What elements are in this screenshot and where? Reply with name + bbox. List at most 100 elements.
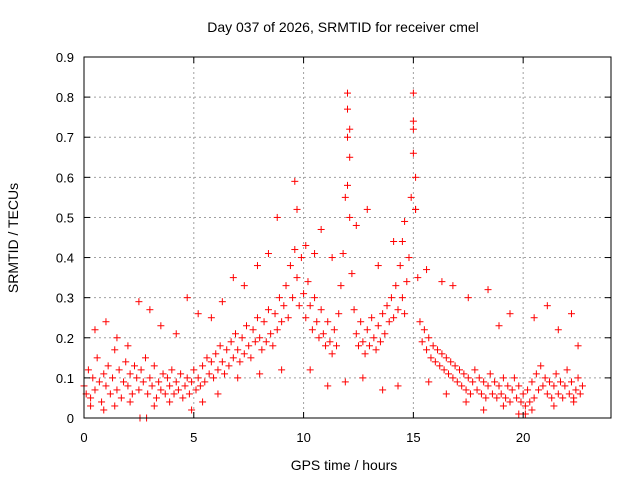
data-point (484, 286, 492, 294)
data-point (135, 386, 143, 394)
data-point (269, 342, 277, 350)
data-point (144, 390, 152, 398)
data-point (146, 374, 154, 382)
plot-frame (83, 56, 612, 419)
data-point (174, 386, 182, 394)
data-point (319, 330, 327, 338)
data-point (517, 398, 525, 406)
data-point (306, 366, 314, 374)
data-point (100, 370, 108, 378)
data-point (390, 314, 398, 322)
data-point (280, 302, 288, 310)
data-point (89, 374, 97, 382)
data-point (453, 378, 461, 386)
data-point (480, 378, 488, 386)
data-point (245, 342, 253, 350)
data-point (152, 394, 160, 402)
data-point (201, 378, 209, 386)
data-point (192, 386, 200, 394)
data-point (225, 362, 233, 370)
data-point (429, 342, 437, 350)
data-point (324, 382, 332, 390)
data-point (370, 334, 378, 342)
data-point (335, 310, 343, 318)
data-point (519, 390, 527, 398)
data-point (218, 358, 226, 366)
data-point (139, 378, 147, 386)
data-point (449, 282, 457, 290)
data-point (102, 382, 110, 390)
data-point (317, 225, 325, 233)
data-point (477, 390, 485, 398)
data-point (506, 310, 514, 318)
data-point (409, 125, 417, 133)
data-point (552, 370, 560, 378)
data-point (521, 402, 529, 410)
data-point (148, 382, 156, 390)
data-point (425, 334, 433, 342)
data-point (543, 302, 551, 310)
data-point (398, 294, 406, 302)
data-point (341, 193, 349, 201)
data-point (346, 125, 354, 133)
data-point (170, 390, 178, 398)
data-point (264, 250, 272, 258)
data-point (291, 246, 299, 254)
data-point (462, 398, 470, 406)
data-point (126, 370, 134, 378)
data-point (412, 173, 420, 181)
data-point (124, 342, 132, 350)
data-point (328, 254, 336, 262)
data-point (262, 338, 270, 346)
data-point (131, 362, 139, 370)
data-point (278, 366, 286, 374)
data-point (128, 390, 136, 398)
data-point (554, 326, 562, 334)
data-point (120, 378, 128, 386)
data-point (396, 262, 404, 270)
data-point (381, 330, 389, 338)
data-point (328, 350, 336, 358)
data-point (126, 398, 134, 406)
data-point (537, 362, 545, 370)
data-point (194, 374, 202, 382)
data-point (249, 326, 257, 334)
data-point (168, 366, 176, 374)
data-point (548, 394, 556, 402)
data-point (541, 374, 549, 382)
data-point (574, 374, 582, 382)
data-point (223, 346, 231, 354)
grid-layer (84, 57, 611, 418)
data-point (322, 342, 330, 350)
data-point (157, 386, 165, 394)
data-point (567, 310, 575, 318)
x-axis-label: GPS time / hours (291, 457, 398, 473)
data-point (337, 282, 345, 290)
data-point (528, 406, 536, 414)
data-point (273, 326, 281, 334)
y-tick-label: 0.1 (56, 371, 74, 386)
data-point (278, 318, 286, 326)
data-point (409, 117, 417, 125)
data-point (572, 386, 580, 394)
data-point (102, 318, 110, 326)
data-point (159, 370, 167, 378)
data-point (526, 398, 534, 406)
data-point (297, 254, 305, 262)
data-point (480, 406, 488, 414)
data-point (137, 366, 145, 374)
data-point (409, 89, 417, 97)
data-point (445, 370, 453, 378)
data-point (286, 262, 294, 270)
data-point (451, 362, 459, 370)
data-point (150, 362, 158, 370)
data-point (227, 338, 235, 346)
data-point (363, 326, 371, 334)
data-point (300, 290, 308, 298)
data-point (438, 350, 446, 358)
data-point (95, 378, 103, 386)
data-point (484, 382, 492, 390)
data-point (196, 382, 204, 390)
data-point (104, 362, 112, 370)
